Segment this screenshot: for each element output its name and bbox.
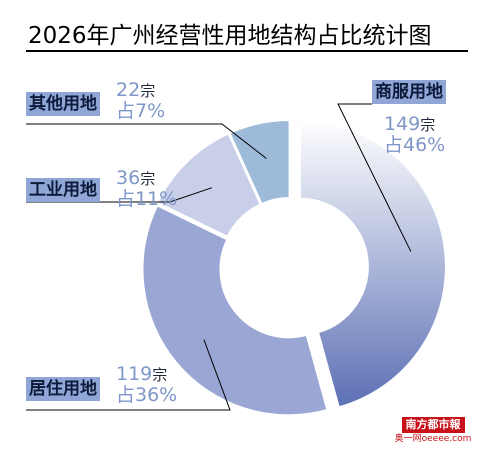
publisher-name: 南方都市報 (401, 417, 465, 433)
count-unit: 宗 (140, 82, 156, 100)
category-label-shangfu: 商服用地 (372, 80, 446, 104)
publisher-site: 奥一网oeeee.com (394, 434, 472, 444)
percent-value: 占7% (116, 100, 166, 122)
category-label-gongye: 工业用地 (26, 178, 100, 202)
count-unit: 宗 (420, 116, 436, 134)
title-underline (26, 50, 468, 52)
leader-line-gongye (26, 187, 213, 203)
leader-line-juzhu (26, 339, 231, 411)
chart-title: 2026年广州经营性用地结构占比统计图 (28, 23, 432, 49)
count-value: 22 (116, 79, 141, 101)
leader-line-qita (26, 123, 267, 159)
count-value: 149 (384, 113, 421, 135)
percent-value: 占46% (384, 134, 446, 156)
slice-shangfu (298, 119, 447, 409)
slice-gongye (155, 132, 262, 239)
count-unit: 宗 (152, 366, 168, 384)
count-value: 36 (116, 167, 141, 189)
leader-line-shangfu (337, 103, 412, 252)
value-label-gongye: 36宗 占11% (116, 168, 177, 209)
count-unit: 宗 (140, 170, 156, 188)
publisher-logo: 南方都市報 奥一网oeeee.com (390, 413, 476, 445)
slice-juzhu (141, 204, 329, 417)
category-label-qita: 其他用地 (26, 92, 100, 116)
value-label-qita: 22宗 占7% (116, 80, 165, 121)
value-label-shangfu: 149宗 占46% (384, 114, 445, 155)
percent-value: 占11% (116, 188, 178, 210)
value-label-juzhu: 119宗 占36% (116, 364, 177, 405)
percent-value: 占36% (116, 384, 178, 406)
count-value: 119 (116, 363, 153, 385)
category-label-juzhu: 居住用地 (26, 377, 100, 401)
